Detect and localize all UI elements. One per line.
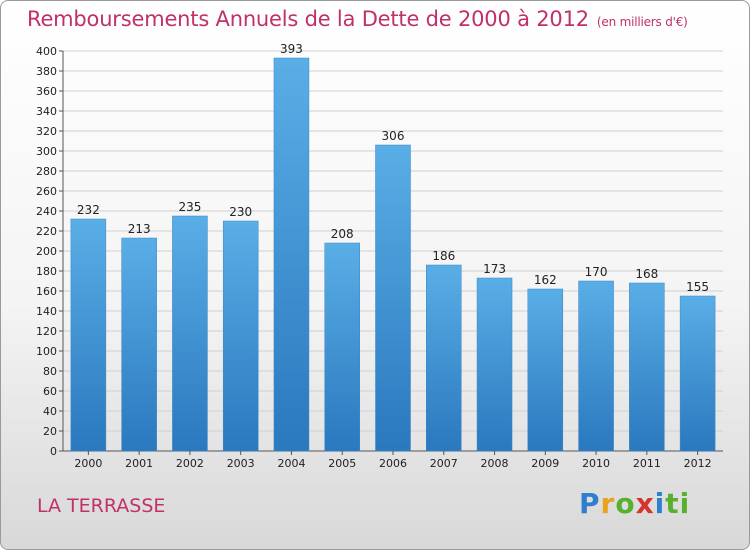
- bar-value-label: 232: [77, 203, 100, 217]
- y-tick-label: 140: [36, 305, 57, 318]
- x-axis: 2000 2001 2002 2003 2004 2005 2006 2007 2008 2009…: [74, 451, 712, 470]
- x-tick-label: 2003: [227, 457, 255, 470]
- y-tick-label: 360: [36, 85, 57, 98]
- bar-value-label: 162: [534, 273, 557, 287]
- x-tick-label: 2002: [176, 457, 204, 470]
- bar-value-label: 186: [432, 249, 455, 263]
- bar: [273, 57, 310, 452]
- chart-title: Remboursements Annuels de la Dette de 20…: [27, 7, 688, 31]
- bar: [426, 264, 462, 452]
- y-tick-label: 300: [36, 145, 57, 158]
- y-tick-label: 380: [36, 65, 57, 78]
- x-tick-label: 2009: [531, 457, 559, 470]
- x-tick-label: 2006: [379, 457, 407, 470]
- bar-value-label: 306: [382, 129, 405, 143]
- x-tick-label: 2004: [277, 457, 305, 470]
- y-tick-label: 220: [36, 225, 57, 238]
- y-tick-label: 200: [36, 245, 57, 258]
- town-name: LA TERRASSE: [37, 495, 166, 517]
- y-tick-label: 320: [36, 125, 57, 138]
- bar: [629, 282, 665, 452]
- bar: [476, 277, 513, 452]
- y-tick-label: 340: [36, 105, 57, 118]
- proxiti-logo: Proxiti: [579, 487, 691, 520]
- bars: [70, 57, 716, 452]
- bar-value-label: 170: [585, 265, 608, 279]
- bar: [70, 218, 107, 452]
- x-tick-label: 2011: [633, 457, 661, 470]
- y-tick-label: 20: [43, 425, 57, 438]
- y-tick-label: 80: [43, 365, 57, 378]
- y-tick-label: 60: [43, 385, 57, 398]
- bar-value-label: 208: [331, 227, 354, 241]
- x-tick-label: 2012: [684, 457, 712, 470]
- bar-value-label: 230: [229, 205, 252, 219]
- value-labels: 232 213 235 230 393 208 306 186 173 162 170 168 155: [77, 42, 709, 294]
- bar-value-label: 168: [635, 267, 658, 281]
- y-tick-label: 260: [36, 185, 57, 198]
- y-tick-label: 160: [36, 285, 57, 298]
- chart-unit: (en milliers d'€): [596, 15, 688, 29]
- bar: [324, 242, 360, 452]
- chart-title-text: Remboursements Annuels de la Dette de 20…: [27, 7, 589, 31]
- y-tick-label: 120: [36, 325, 57, 338]
- y-tick-label: 280: [36, 165, 57, 178]
- bar-value-label: 213: [128, 222, 151, 236]
- y-tick-label: 0: [50, 445, 57, 458]
- bar: [578, 280, 614, 452]
- y-tick-label: 240: [36, 205, 57, 218]
- bar-value-label: 235: [178, 200, 201, 214]
- x-tick-label: 2007: [430, 457, 458, 470]
- bar: [222, 220, 259, 452]
- y-tick-label: 180: [36, 265, 57, 278]
- bar: [121, 237, 157, 452]
- x-tick-label: 2001: [125, 457, 153, 470]
- x-tick-label: 2010: [582, 457, 610, 470]
- bar: [375, 144, 411, 452]
- bar-value-label: 173: [483, 262, 506, 276]
- x-tick-label: 2005: [328, 457, 356, 470]
- x-tick-label: 2008: [481, 457, 509, 470]
- bar: [527, 288, 564, 452]
- x-tick-label: 2000: [74, 457, 102, 470]
- bar-value-label: 155: [686, 280, 709, 294]
- bar-value-label: 393: [280, 42, 303, 56]
- y-tick-label: 400: [36, 45, 57, 58]
- y-tick-label: 100: [36, 345, 57, 358]
- y-tick-label: 40: [43, 405, 57, 418]
- bar: [172, 215, 208, 452]
- bar: [679, 295, 716, 452]
